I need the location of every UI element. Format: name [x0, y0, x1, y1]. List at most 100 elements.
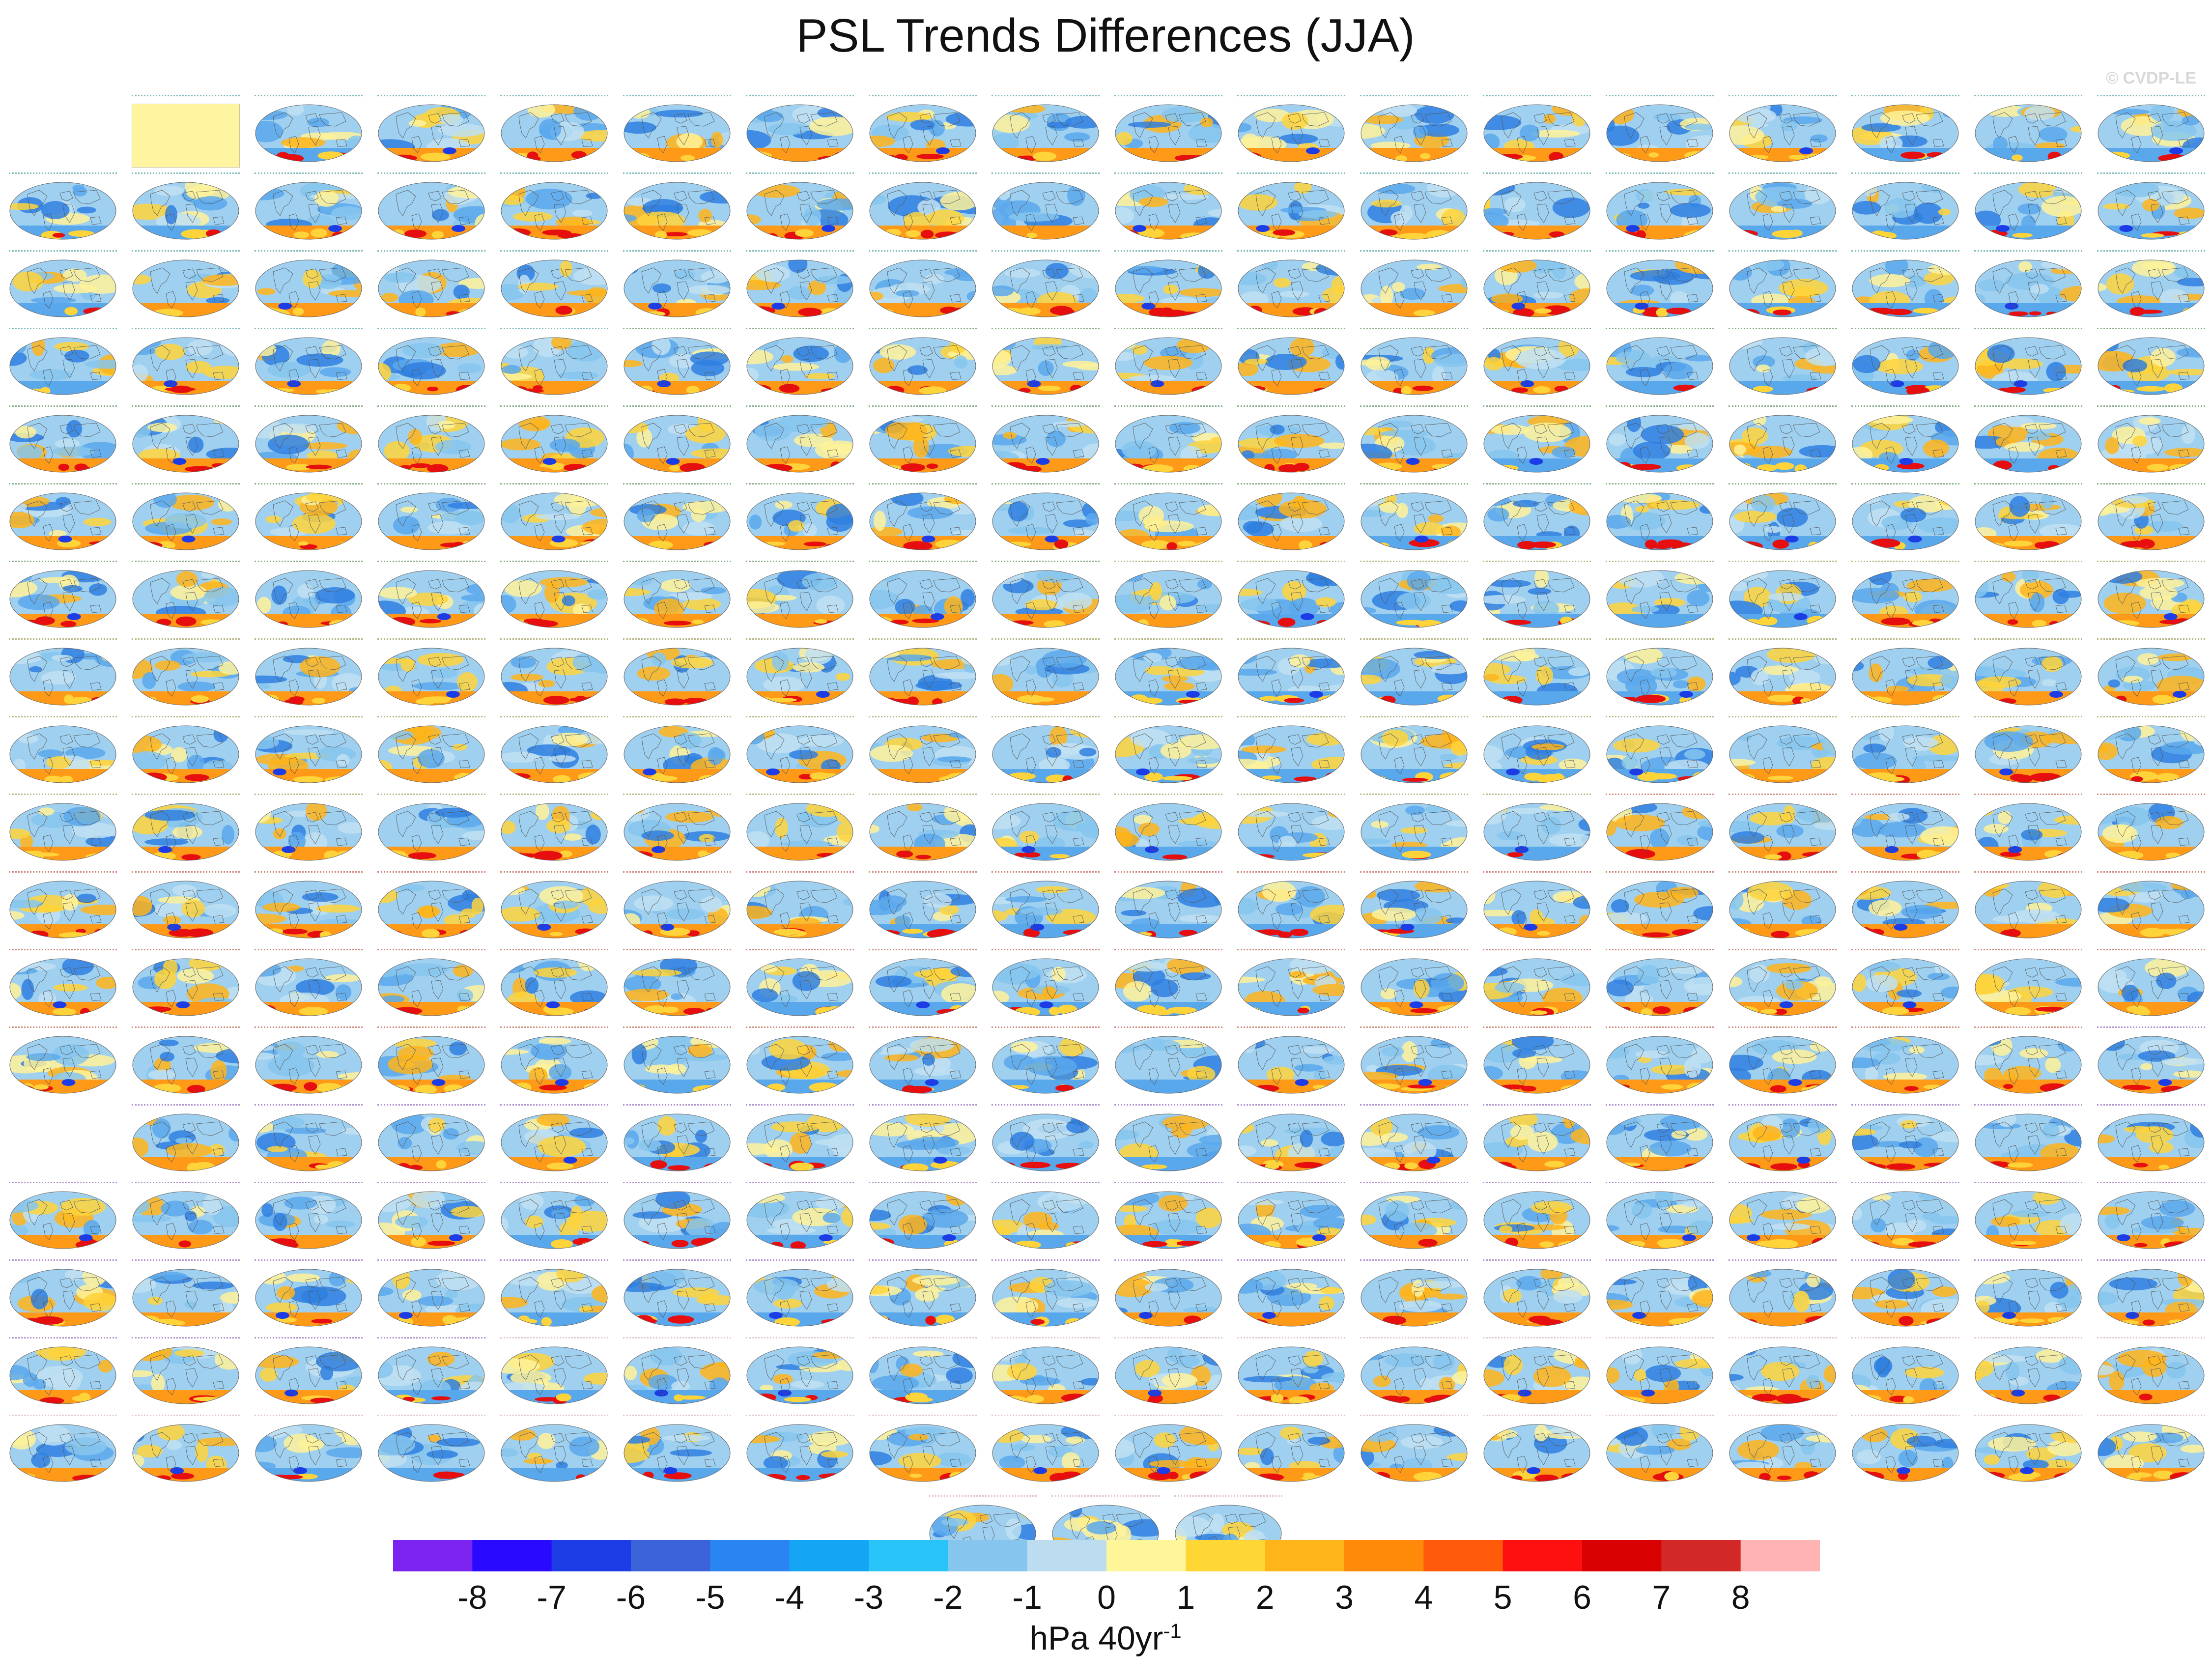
- global-map: [9, 259, 116, 317]
- global-map: [1238, 570, 1345, 628]
- map-panel: [2097, 172, 2205, 241]
- global-map: [1361, 1191, 1468, 1249]
- map-panel: [1483, 172, 1591, 241]
- map-panel: [746, 328, 854, 397]
- global-map: [1238, 1269, 1345, 1327]
- global-map: [869, 1269, 976, 1327]
- panel-title-stripe: [1360, 638, 1468, 647]
- global-map: [1238, 259, 1345, 317]
- global-map: [501, 104, 608, 162]
- panel-title-stripe: [746, 483, 854, 491]
- map-panel: [132, 1259, 240, 1328]
- panel-title-stripe: [9, 172, 117, 181]
- cvdp-watermark: © CVDP-LE: [2106, 69, 2196, 87]
- panel-title-stripe: [869, 1259, 977, 1268]
- panel-title-stripe: [2097, 1259, 2205, 1268]
- global-map: [378, 1113, 485, 1171]
- panel-title-stripe: [1851, 95, 1959, 103]
- map-panel: [132, 1182, 240, 1251]
- global-map: [2098, 1036, 2205, 1094]
- global-map: [378, 1269, 485, 1327]
- global-map: [255, 1346, 362, 1404]
- panel-title-stripe: [132, 949, 240, 957]
- global-map: [1852, 1424, 1959, 1482]
- map-panel: [1360, 95, 1468, 164]
- global-map: [132, 182, 239, 240]
- global-map: [1975, 648, 2082, 706]
- panel-title-stripe: [9, 328, 117, 336]
- global-map: [1115, 725, 1222, 783]
- map-panel: [623, 250, 731, 319]
- global-map: [378, 1036, 485, 1094]
- map-panel: [623, 1259, 731, 1328]
- map-panel: [1851, 638, 1959, 707]
- global-map: [2098, 1113, 2205, 1171]
- global-map: [746, 648, 853, 706]
- global-map: [992, 1424, 1099, 1482]
- panel-title-stripe: [255, 1182, 363, 1190]
- colorbar-tick-label: 8: [1731, 1579, 1750, 1616]
- panel-title-stripe: [1974, 1026, 2082, 1035]
- panel-title-stripe: [1851, 638, 1959, 647]
- map-panel: [1851, 95, 1959, 164]
- global-map: [2098, 725, 2205, 783]
- map-panel: [500, 1415, 608, 1483]
- map-panel: [1729, 1104, 1837, 1173]
- panel-title-stripe: [746, 328, 854, 336]
- panel-title-stripe: [255, 405, 363, 414]
- global-map: [1852, 182, 1959, 240]
- map-panel: [1729, 949, 1837, 1018]
- global-map: [1115, 259, 1222, 317]
- colorbar-tick-labels: -8 -7 -6 -5 -4 -3 -2 -1 0 1 2 3 4 5 6 7 8: [0, 1578, 2211, 1623]
- global-map: [1115, 182, 1222, 240]
- map-panel: [2097, 794, 2205, 862]
- global-map: [2098, 803, 2205, 861]
- map-panel: [1729, 483, 1837, 552]
- panel-title-stripe: [869, 949, 977, 957]
- panel-title-stripe: [623, 1337, 731, 1345]
- global-map: [992, 492, 1099, 550]
- global-map: [992, 415, 1099, 473]
- panel-title-stripe: [746, 1104, 854, 1112]
- map-panel: [132, 949, 240, 1018]
- global-map: [1975, 1269, 2082, 1327]
- global-map: [255, 1424, 362, 1482]
- panel-title-stripe: [1237, 250, 1345, 258]
- global-map: [1852, 1036, 1959, 1094]
- global-map: [132, 803, 239, 861]
- map-panel: [1606, 95, 1714, 164]
- map-panel: [132, 405, 240, 474]
- panel-title-stripe: [132, 638, 240, 647]
- map-panel: [1237, 716, 1345, 785]
- panel-title-stripe: [1606, 328, 1714, 336]
- panel-title-stripe: [869, 1104, 977, 1112]
- map-panel: [869, 716, 977, 785]
- global-map: [1975, 104, 2082, 162]
- global-map: [1729, 1269, 1836, 1327]
- map-panel: [132, 483, 240, 552]
- map-panel: [1974, 561, 2082, 629]
- panel-title-stripe: [1606, 483, 1714, 491]
- map-panel: [1114, 871, 1222, 940]
- panel-title-stripe: [500, 638, 608, 647]
- panel-title-stripe: [255, 638, 363, 647]
- panel-title-stripe: [500, 1026, 608, 1035]
- global-map: [1852, 259, 1959, 317]
- global-map: [1729, 1036, 1836, 1094]
- global-map: [746, 1346, 853, 1404]
- map-panel: [132, 1104, 240, 1173]
- map-panel: [1729, 95, 1837, 164]
- global-map: [9, 492, 116, 550]
- panel-title-stripe: [255, 483, 363, 491]
- panel-title-stripe: [2097, 794, 2205, 802]
- map-panel: [1729, 716, 1837, 785]
- global-map: [746, 104, 853, 162]
- map-panel: [1237, 172, 1345, 241]
- map-panel: [1851, 561, 1959, 629]
- global-map: [1115, 104, 1222, 162]
- global-map: [1361, 1036, 1468, 1094]
- map-panel: [1483, 794, 1591, 862]
- map-panel: [1114, 1182, 1222, 1251]
- panel-title-stripe: [746, 95, 854, 103]
- global-map: [1606, 1269, 1713, 1327]
